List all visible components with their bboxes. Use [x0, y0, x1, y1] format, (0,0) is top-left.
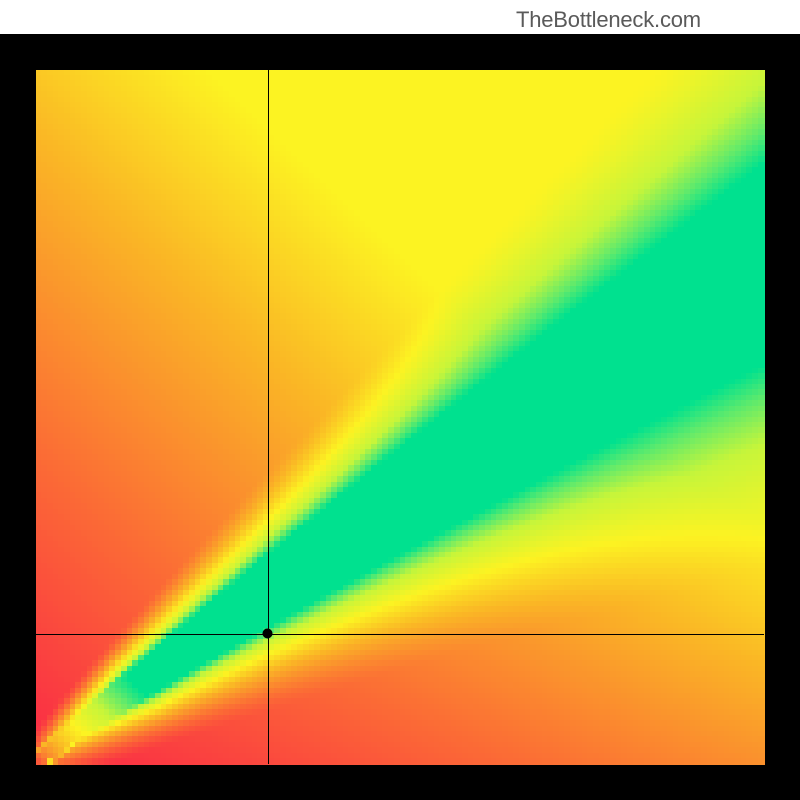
chart-container: TheBottleneck.com	[0, 0, 800, 800]
watermark-text: TheBottleneck.com	[516, 7, 701, 33]
bottleneck-heatmap	[0, 0, 800, 800]
